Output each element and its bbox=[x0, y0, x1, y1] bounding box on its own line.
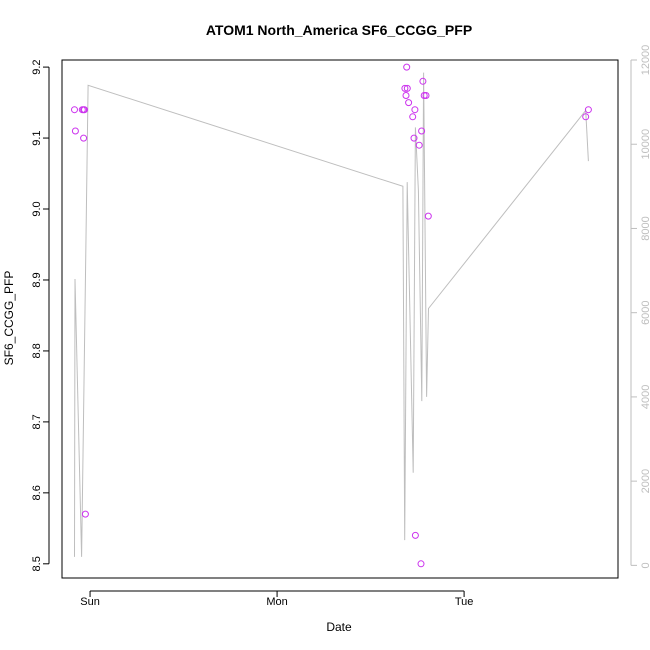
data-point bbox=[419, 77, 427, 85]
data-point bbox=[80, 134, 88, 142]
data-point bbox=[424, 212, 432, 220]
line-series-path bbox=[74, 72, 589, 557]
y-tick-label-left: 8.5 bbox=[31, 556, 43, 571]
chart-title: ATOM1 North_America SF6_CCGG_PFP bbox=[206, 22, 472, 38]
y-tick-label-left: 9.0 bbox=[31, 201, 43, 216]
y-axis-label: SF6_CCGG_PFP bbox=[2, 271, 16, 366]
data-point bbox=[71, 106, 78, 114]
data-point bbox=[402, 92, 410, 99]
data-point bbox=[418, 127, 426, 135]
data-point bbox=[401, 84, 409, 92]
x-tick-label: Sun bbox=[80, 596, 100, 608]
x-axis: Sun Mon Tue bbox=[80, 590, 474, 608]
data-point bbox=[422, 92, 430, 99]
data-point bbox=[403, 84, 411, 92]
data-point bbox=[71, 127, 79, 135]
y-tick-label-right: 4000 bbox=[640, 385, 650, 409]
plot-box bbox=[61, 59, 619, 579]
y-tick-label-right: 6000 bbox=[640, 300, 650, 324]
y-tick-label-left: 9.2 bbox=[31, 59, 43, 74]
y-tick-label-right: 10000 bbox=[640, 129, 650, 160]
data-point bbox=[405, 99, 413, 107]
y-axis-left: 8.5 8.6 8.7 8.8 8.9 9.0 9.1 9.2 bbox=[31, 59, 50, 571]
data-point bbox=[81, 510, 89, 518]
data-point bbox=[582, 113, 590, 121]
y-tick-label-left: 9.1 bbox=[31, 130, 43, 145]
data-point bbox=[415, 141, 423, 149]
data-point bbox=[411, 531, 419, 539]
data-point bbox=[410, 134, 418, 142]
y-tick-label-right: 0 bbox=[640, 562, 650, 568]
data-point bbox=[81, 106, 88, 114]
y-tick-label-right: 8000 bbox=[640, 216, 650, 240]
y-tick-label-right: 12000 bbox=[640, 45, 650, 76]
line-series bbox=[74, 72, 589, 557]
y-tick-label-right: 2000 bbox=[640, 469, 650, 493]
y-tick-label-left: 8.8 bbox=[31, 343, 43, 358]
data-point bbox=[584, 106, 592, 114]
y-tick-label-left: 8.7 bbox=[31, 414, 43, 429]
x-tick-label: Mon bbox=[266, 596, 287, 608]
x-tick-label: Tue bbox=[455, 596, 474, 608]
data-point bbox=[409, 113, 417, 121]
data-point bbox=[411, 106, 419, 114]
y-tick-label-left: 8.9 bbox=[31, 272, 43, 287]
data-point bbox=[403, 63, 411, 71]
y-tick-label-left: 8.6 bbox=[31, 485, 43, 500]
data-point bbox=[417, 560, 425, 568]
y-axis-right: 0 2000 4000 6000 8000 10000 12000 bbox=[630, 45, 650, 568]
point-series bbox=[71, 63, 592, 568]
x-axis-label: Date bbox=[326, 620, 352, 634]
